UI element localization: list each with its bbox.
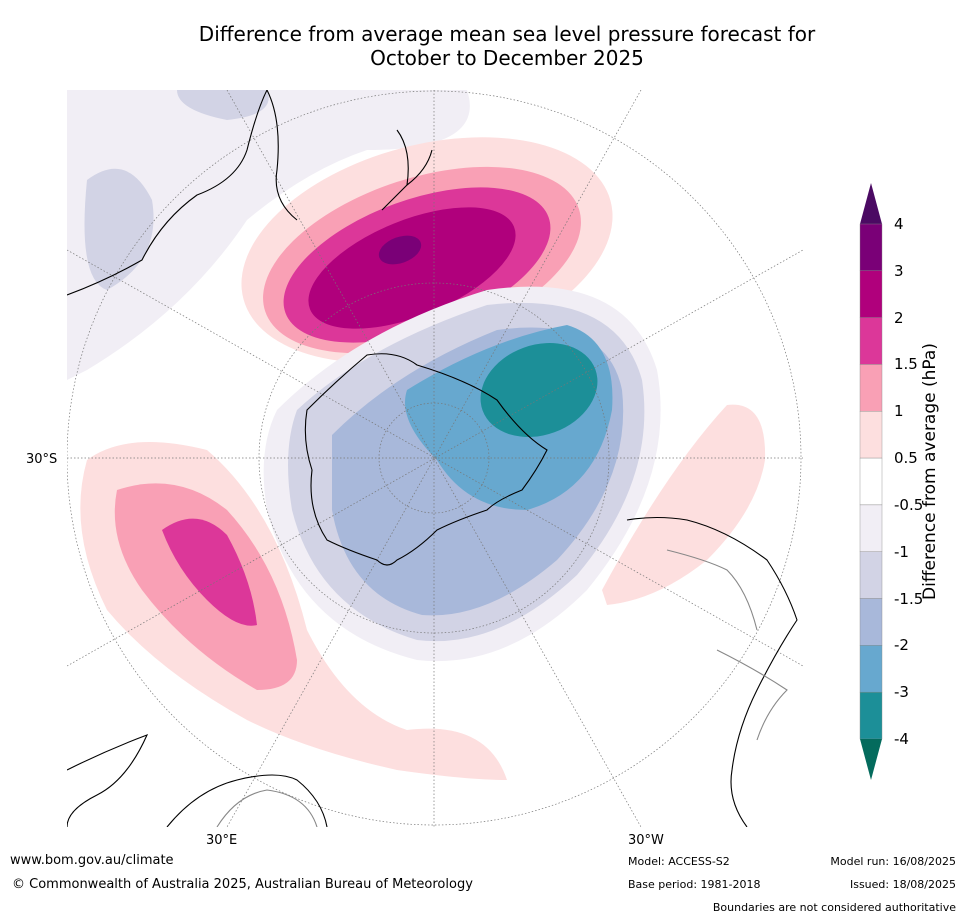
colorbar-tick-label: -0.5 [894,495,924,514]
colorbar-segment [859,598,883,646]
footer-base-period: Base period: 1981-2018 [628,878,761,891]
lon-label-30w: 30°W [628,833,664,848]
country-borders [216,549,788,827]
colorbar-bottom-arrow [860,739,882,780]
footer-model-run: Model run: 16/08/2025 [830,855,956,868]
colorbar-tick-label: 3 [894,261,904,280]
colorbar-tick-label: 1 [894,402,904,421]
colorbar-tick-label: -3 [894,683,909,702]
colorbar-segment [859,504,883,552]
colorbar-segment [859,223,883,272]
colorbar-segment [859,645,883,693]
colorbar-tick-label: 0.5 [894,449,918,468]
title-line-2: October to December 2025 [370,46,644,70]
colorbar-segment [859,270,883,318]
colorbar-segment [859,364,883,412]
colorbar-segment [859,411,883,459]
positive-anomaly-southeast [602,404,766,605]
footer-model: Model: ACCESS-S2 [628,855,730,868]
coastlines [67,90,798,827]
colorbar-top-arrow [860,183,882,224]
colorbar-tick-label: -4 [894,730,909,748]
colorbar-label: Difference from average (hPa) [920,343,940,600]
colorbar-tick-label: -2 [894,636,909,655]
anomaly-neg-weak-ocean [67,90,470,380]
colorbar-segment [859,457,883,506]
title-line-1: Difference from average mean sea level p… [198,22,816,46]
footer-url[interactable]: www.bom.gov.au/climate [10,853,174,868]
colorbar-segment [859,691,883,740]
negative-anomaly-antarctic [263,286,661,662]
chart-title: Difference from average mean sea level p… [0,22,965,70]
lon-label-30e: 30°E [206,833,238,848]
polar-map [67,90,803,827]
colorbar-tick-label: 2 [894,308,904,327]
anomaly-neg-weak-patch-2 [177,90,269,120]
lat-label-30s: 30°S [26,452,58,467]
footer-copyright: © Commonwealth of Australia 2025, Austra… [12,877,473,892]
colorbar-tick-label: 1.5 [894,355,918,374]
colorbar-segment [859,317,883,365]
colorbar [859,183,883,780]
anomaly-neg-weak-patch [84,168,154,290]
graticule [67,90,803,827]
positive-anomaly-southwest [80,442,508,780]
footer-disclaimer: Boundaries are not considered authoritat… [712,901,956,914]
colorbar-tick-label: 4 [894,215,904,233]
footer-issued: Issued: 18/08/2025 [849,878,956,891]
colorbar-tick-label: -1.5 [894,589,924,608]
colorbar-segment [859,551,883,599]
colorbar-tick-label: -1 [894,542,909,561]
